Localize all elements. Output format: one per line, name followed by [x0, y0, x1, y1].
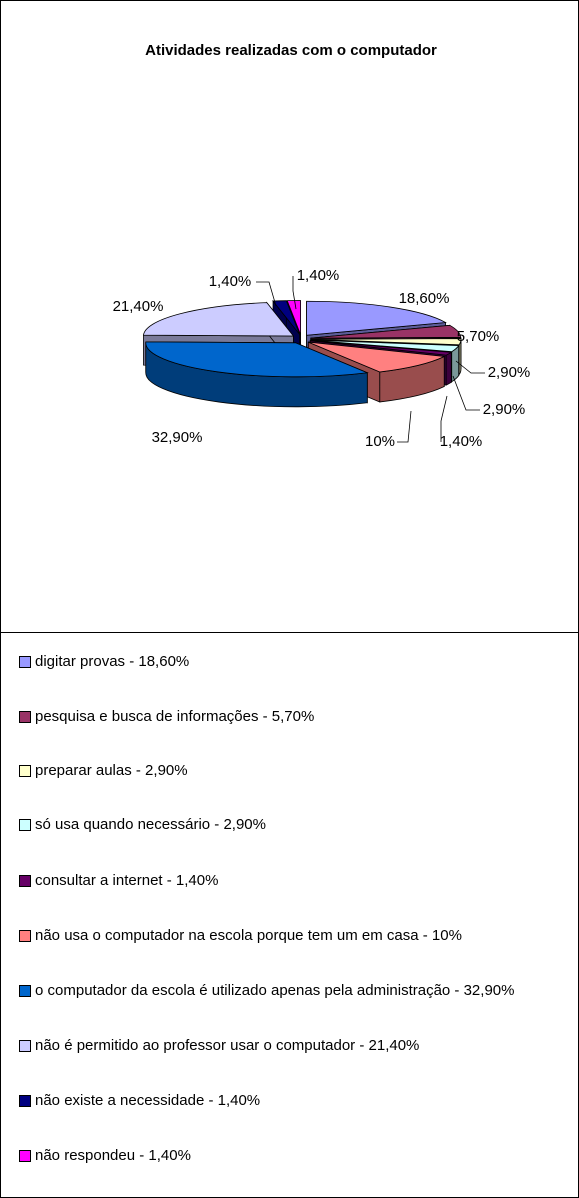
- legend-label: não existe a necessidade - 1,40%: [35, 1092, 261, 1109]
- legend-swatch: [19, 711, 31, 723]
- leader-line: [292, 276, 297, 310]
- legend-swatch: [19, 1095, 31, 1107]
- leader-line: [452, 375, 480, 411]
- leader-line: [256, 281, 277, 307]
- legend-item: digitar provas - 18,60%: [19, 652, 575, 672]
- legend-label: consultar a internet - 1,40%: [35, 872, 219, 889]
- legend-swatch: [19, 1040, 31, 1052]
- legend-label: não respondeu - 1,40%: [35, 1147, 191, 1164]
- legend-swatch: [19, 656, 31, 668]
- leader-line: [455, 360, 485, 374]
- data-label: 32,90%: [152, 429, 203, 446]
- legend-swatch: [19, 985, 31, 997]
- data-label: 1,40%: [209, 273, 252, 290]
- slice-top: [310, 339, 460, 353]
- legend-item: não usa o computador na escola porque te…: [19, 926, 575, 946]
- pie-slice: [145, 341, 369, 408]
- slice-top: [272, 300, 301, 335]
- leader-line: [440, 395, 448, 442]
- legend-item: pesquisa e busca de informações - 5,70%: [19, 707, 575, 727]
- data-label: 10%: [365, 433, 395, 450]
- legend-item: o computador da escola é utilizado apena…: [19, 981, 575, 1001]
- slice-top: [310, 324, 462, 339]
- slice-wall: [445, 351, 452, 386]
- legend-label: pesquisa e busca de informações - 5,70%: [35, 708, 315, 725]
- data-label: 5,70%: [457, 328, 500, 345]
- legend-item: só usa quando necessário - 2,90%: [19, 815, 575, 835]
- legend-label: preparar aulas - 2,90%: [35, 762, 188, 779]
- chart: Atividades realizadas com o computador 1…: [1, 42, 578, 633]
- slice-top: [286, 300, 301, 335]
- legend-swatch: [19, 930, 31, 942]
- legend-label: digitar provas - 18,60%: [35, 653, 190, 670]
- legend-item: não é permitido ao professor usar o comp…: [19, 1036, 575, 1056]
- slice-top: [310, 340, 453, 356]
- data-label: 21,40%: [113, 298, 164, 315]
- slice-top: [306, 300, 447, 336]
- slice-top: [143, 302, 295, 337]
- legend-swatch: [19, 875, 31, 887]
- data-label: 2,90%: [483, 401, 526, 418]
- slice-top: [145, 341, 369, 378]
- data-label: 1,40%: [440, 433, 483, 450]
- legend-label: o computador da escola é utilizado apena…: [35, 982, 515, 999]
- legend-item: não respondeu - 1,40%: [19, 1146, 575, 1166]
- legend-item: preparar aulas - 2,90%: [19, 761, 575, 781]
- data-label: 1,40%: [297, 267, 340, 284]
- legend-item: não existe a necessidade - 1,40%: [19, 1091, 575, 1111]
- legend-swatch: [19, 1150, 31, 1162]
- data-label: 2,90%: [488, 364, 531, 381]
- leader-line: [397, 410, 412, 443]
- legend-label: só usa quando necessário - 2,90%: [35, 816, 266, 833]
- chart-title: Atividades realizadas com o computador: [145, 42, 437, 59]
- data-label: 18,60%: [399, 290, 450, 307]
- legend-swatch: [19, 819, 31, 831]
- slice-top: [308, 341, 446, 373]
- legend-swatch: [19, 765, 31, 777]
- legend-label: não é permitido ao professor usar o comp…: [35, 1037, 420, 1054]
- legend-label: não usa o computador na escola porque te…: [35, 927, 462, 944]
- legend-item: consultar a internet - 1,40%: [19, 871, 575, 891]
